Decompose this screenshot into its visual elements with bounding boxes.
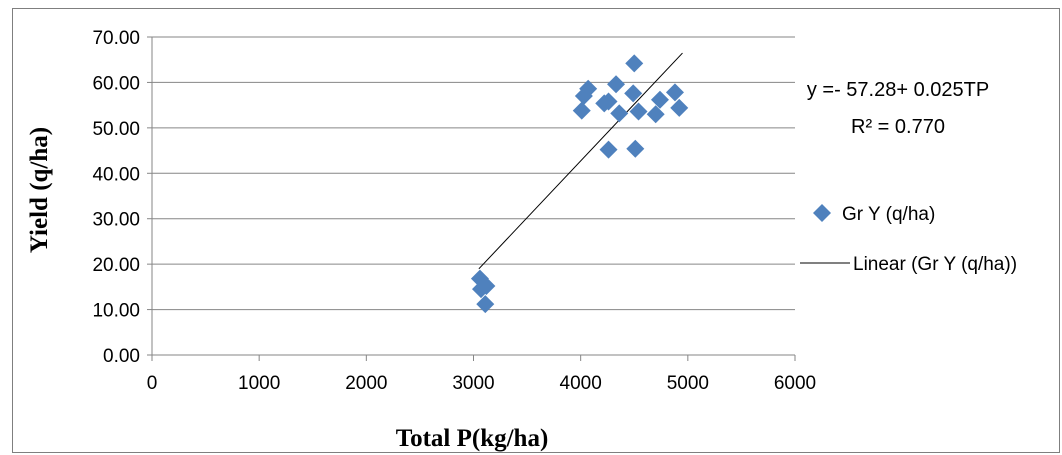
legend: Gr Y (q/ha) Linear (Gr Y (q/ha)) (800, 204, 1017, 275)
data-point-diamond (579, 79, 598, 98)
data-point-diamond (650, 90, 669, 109)
trendline-group (478, 52, 683, 270)
data-point-diamond (629, 102, 648, 121)
x-tick-label: 5000 (667, 373, 709, 394)
y-axis-title: Yield (q/ha) (26, 127, 53, 253)
x-tick-label: 3000 (452, 373, 494, 394)
data-point-diamond (646, 105, 665, 124)
x-axis-title: Total P(kg/ha) (396, 425, 549, 452)
grid-lines (147, 36, 795, 356)
y-tick-label: 70.00 (92, 28, 140, 49)
y-tick-label: 50.00 (92, 119, 140, 140)
trendline (478, 52, 683, 270)
axes (151, 37, 796, 361)
y-tick-label: 20.00 (92, 255, 140, 276)
x-tick-label: 1000 (238, 373, 280, 394)
data-point-diamond (626, 139, 645, 158)
data-point-diamond (624, 84, 643, 103)
y-tick-labels: 0.00 10.00 20.00 30.00 40.00 50.00 60.00 70.00 (92, 28, 140, 367)
legend-series-label: Gr Y (q/ha) (842, 204, 935, 225)
x-tick-labels: 0 1000 2000 3000 4000 5000 6000 (147, 373, 816, 394)
x-tick-label: 0 (147, 373, 158, 394)
y-tick-label: 30.00 (92, 210, 140, 231)
y-tick-label: 40.00 (92, 164, 140, 185)
trendline-equation: y =- 57.28+ 0.025TP (807, 79, 989, 101)
x-tick-label: 6000 (774, 373, 816, 394)
data-point-diamond (610, 104, 629, 123)
data-point-diamond (572, 101, 591, 120)
legend-diamond-icon (813, 204, 831, 222)
data-point-diamond (599, 140, 618, 159)
data-point-diamond (670, 98, 689, 117)
data-point-diamond (476, 295, 495, 314)
data-point-diamond (599, 92, 618, 111)
data-point-diamond (477, 276, 496, 295)
legend-trendline-label: Linear (Gr Y (q/ha)) (853, 254, 1017, 275)
y-tick-label: 60.00 (92, 73, 140, 94)
data-point-diamond (607, 75, 626, 94)
data-point-diamond (625, 54, 644, 73)
y-tick-label: 0.00 (103, 346, 140, 367)
y-tick-label: 10.00 (92, 301, 140, 322)
x-tick-label: 2000 (345, 373, 387, 394)
x-tick-label: 4000 (560, 373, 602, 394)
data-points (470, 54, 689, 314)
data-point-diamond (665, 83, 684, 102)
r-squared-label: R² = 0.770 (851, 116, 945, 138)
